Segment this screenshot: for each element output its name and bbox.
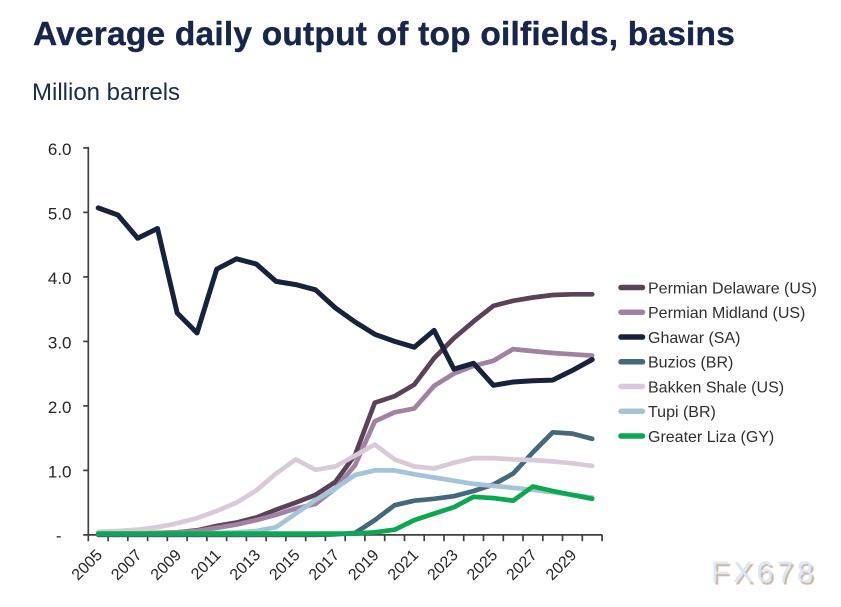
svg-text:2017: 2017 [306,547,343,584]
svg-text:2027: 2027 [504,547,541,584]
svg-text:2019: 2019 [345,547,382,584]
svg-text:4.0: 4.0 [48,269,72,288]
svg-text:2011: 2011 [188,547,224,583]
svg-text:Tupi (BR): Tupi (BR) [648,404,716,421]
svg-text:2009: 2009 [148,547,185,584]
svg-text:2023: 2023 [425,547,462,584]
svg-text:Permian Midland (US): Permian Midland (US) [648,305,805,322]
svg-text:2029: 2029 [543,547,580,584]
svg-text:Permian Delaware (US): Permian Delaware (US) [648,280,817,297]
svg-text:1.0: 1.0 [48,462,72,481]
svg-text:2.0: 2.0 [48,398,72,417]
svg-text:Buzios (BR): Buzios (BR) [648,355,733,372]
svg-text:Bakken Shale (US): Bakken Shale (US) [648,379,784,396]
svg-text:Greater Liza (GY): Greater Liza (GY) [648,429,774,446]
svg-text:2005: 2005 [69,547,106,584]
svg-text:5.0: 5.0 [48,204,72,223]
svg-text:2025: 2025 [464,547,501,584]
svg-text:3.0: 3.0 [48,333,72,352]
svg-text:2013: 2013 [227,547,264,584]
svg-text:2021: 2021 [385,547,422,584]
svg-text:2015: 2015 [266,547,303,584]
svg-text:6.0: 6.0 [48,140,72,159]
svg-text:2007: 2007 [108,547,145,584]
svg-text:Ghawar (SA): Ghawar (SA) [648,330,740,347]
svg-text:-: - [56,526,62,545]
